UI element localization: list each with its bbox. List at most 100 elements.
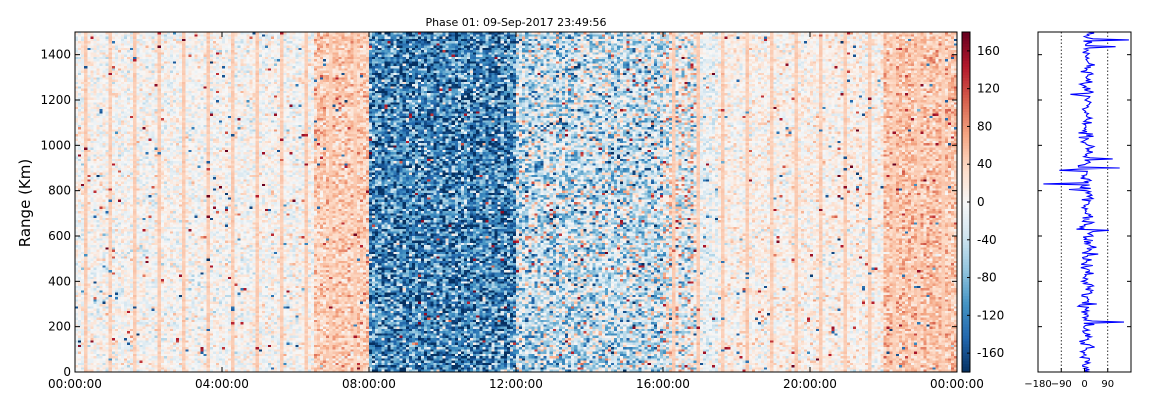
colorbar-segment <box>962 332 970 336</box>
colorbar-segment <box>962 247 970 251</box>
colorbar-segment <box>962 346 970 350</box>
colorbar-segment <box>962 253 970 257</box>
colorbar-segment <box>962 185 970 189</box>
colorbar-tick-label: -120 <box>977 308 1004 322</box>
colorbar-segment <box>962 199 970 203</box>
colorbar-segment <box>962 159 970 163</box>
heatmap-x-axis: 00:00:00 04:00:00 08:00:00 12:00:00 16:00:00… <box>48 32 984 391</box>
colorbar-segment <box>962 221 970 226</box>
colorbar-segment <box>962 369 970 373</box>
colorbar-tick-label: -40 <box>977 233 997 247</box>
colorbar-segment <box>962 340 970 345</box>
colorbar-segment <box>962 94 970 98</box>
colorbar-segment <box>962 278 970 282</box>
profile-line <box>1043 31 1129 373</box>
colorbar-segment <box>962 292 970 297</box>
colorbar-segment <box>962 187 970 192</box>
colorbar-segment <box>962 329 970 333</box>
colorbar-segment <box>962 168 970 172</box>
colorbar-segment <box>962 153 970 158</box>
colorbar-segment <box>962 119 970 124</box>
y-axis-label: Range (Km) <box>16 159 34 247</box>
colorbar-segment <box>962 267 970 271</box>
colorbar-segment <box>962 88 970 93</box>
colorbar-segment <box>962 238 970 243</box>
colorbar-segment <box>962 219 970 223</box>
profile-x-axis: −180−90 0 90 <box>1024 54 1131 390</box>
profile-x-tick-label: 90 <box>1101 379 1114 390</box>
colorbar-tick-label: -80 <box>977 271 997 285</box>
colorbar-segment <box>962 77 970 81</box>
colorbar-tick-label: 80 <box>977 119 992 133</box>
colorbar-segment <box>962 352 970 356</box>
colorbar-segment <box>962 295 970 299</box>
colorbar-segment <box>962 272 970 277</box>
heatmap-y-axis: 0 200 400 600 800 1000 1200 1400 <box>40 48 957 379</box>
colorbar-segment <box>962 244 970 248</box>
colorbar-segment <box>962 363 970 367</box>
x-tick-label: 08:00:00 <box>342 377 396 391</box>
colorbar-segment <box>962 366 970 370</box>
colorbar-segment <box>962 207 970 212</box>
colorbar <box>962 32 970 373</box>
colorbar-segment <box>962 255 970 260</box>
colorbar-segment <box>962 51 970 56</box>
colorbar-segment <box>962 111 970 115</box>
x-tick-label: 16:00:00 <box>636 377 690 391</box>
colorbar-segment <box>962 349 970 353</box>
colorbar-segment <box>962 179 970 183</box>
y-tick-label: 1200 <box>40 93 71 107</box>
colorbar-segment <box>962 125 970 129</box>
colorbar-segment <box>962 97 970 101</box>
colorbar-segment <box>962 304 970 308</box>
colorbar-segment <box>962 236 970 240</box>
colorbar-segment <box>962 204 970 209</box>
heatmap-cells <box>75 32 957 372</box>
colorbar-segment <box>962 284 970 288</box>
y-tick-label: 800 <box>48 184 71 198</box>
colorbar-segment <box>962 224 970 229</box>
colorbar-segment <box>962 216 970 220</box>
colorbar-segment <box>962 182 970 186</box>
y-tick-label: 400 <box>48 274 71 288</box>
colorbar-segment <box>962 241 970 246</box>
colorbar-segment <box>962 122 970 127</box>
colorbar-segment <box>962 54 970 59</box>
colorbar-segment <box>962 102 970 107</box>
colorbar-segment <box>962 151 970 155</box>
colorbar-segment <box>962 343 970 348</box>
colorbar-segment <box>962 43 970 47</box>
colorbar-segment <box>962 91 970 95</box>
colorbar-segment <box>962 233 970 237</box>
colorbar-segment <box>962 190 970 195</box>
phase-profile-panel <box>1043 31 1129 373</box>
colorbar-segment <box>962 71 970 76</box>
profile-x-tick-label: 0 <box>1081 379 1087 390</box>
colorbar-segment <box>962 289 970 294</box>
colorbar-segment <box>962 335 970 339</box>
colorbar-segment <box>962 258 970 263</box>
phase-heatmap <box>75 32 957 372</box>
colorbar-segment <box>962 142 970 146</box>
colorbar-segment <box>962 357 970 362</box>
colorbar-segment <box>962 117 970 121</box>
profile-x-tick-label: −90 <box>1051 379 1072 390</box>
colorbar-segment <box>962 261 970 265</box>
colorbar-segment <box>962 202 970 206</box>
colorbar-segment <box>962 32 970 36</box>
chart-title: Phase 01: 09-Sep-2017 23:49:56 <box>425 16 606 29</box>
x-tick-label: 20:00:00 <box>783 377 837 391</box>
colorbar-segment <box>962 275 970 280</box>
colorbar-segment <box>962 162 970 166</box>
colorbar-segment <box>962 287 970 291</box>
colorbar-segment <box>962 136 970 141</box>
colorbar-segment <box>962 83 970 87</box>
colorbar-segment <box>962 360 970 365</box>
colorbar-segment <box>962 227 970 231</box>
colorbar-tick-label: 0 <box>977 195 985 209</box>
colorbar-segment <box>962 170 970 175</box>
colorbar-tick-label: 120 <box>977 82 1000 96</box>
colorbar-segment <box>962 60 970 64</box>
colorbar-segment <box>962 131 970 135</box>
colorbar-segment <box>962 193 970 197</box>
